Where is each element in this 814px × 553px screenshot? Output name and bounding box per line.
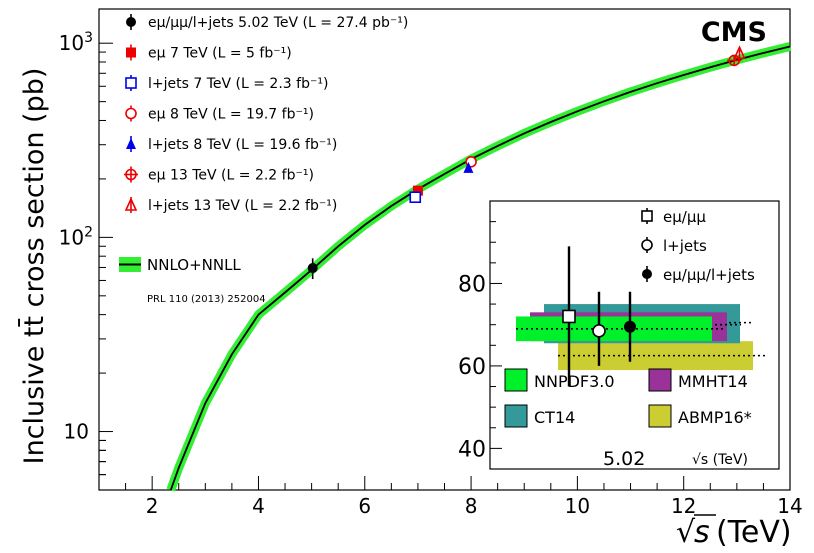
inset-x-label: √s (TeV) [692, 452, 748, 468]
x-tick-label: 14 [777, 494, 802, 518]
y-axis: 10 102 103 [59, 30, 113, 491]
theory-reference: PRL 110 (2013) 252004 [147, 294, 266, 305]
legend-marker [125, 107, 137, 120]
legend-label: l+jets 7 TeV (L = 2.3 fb⁻¹) [148, 76, 328, 92]
theory-legend-label: NNLO+NNLL [147, 256, 241, 274]
y-tick-label: 103 [59, 30, 93, 55]
inset-marker-1 [592, 324, 606, 338]
inset-y-tick-label: 80 [458, 272, 486, 297]
legend-label: eμ/μμ/l+jets 5.02 TeV (L = 27.4 pb⁻¹) [148, 15, 408, 31]
inset-pdf-swatch [504, 404, 528, 428]
x-tick-label: 2 [146, 494, 159, 518]
y-tick-label: 10 [64, 420, 89, 444]
x-axis-title: √ s (TeV) [676, 514, 792, 550]
data-point-6 [733, 45, 746, 60]
legend-label: eμ 8 TeV (L = 19.7 fb⁻¹) [148, 107, 314, 123]
theory-legend: NNLO+NNLL PRL 110 (2013) 252004 [119, 256, 266, 305]
x-axis-title-unit: (TeV) [716, 515, 792, 550]
inset-band-abmp16 [558, 341, 753, 371]
x-tick-label: 6 [358, 494, 371, 518]
legend: eμ/μμ/l+jets 5.02 TeV (L = 27.4 pb⁻¹) eμ … [124, 14, 408, 214]
inset-pdf-label: ABMP16* [678, 408, 752, 427]
x-tick-label: 10 [565, 494, 590, 518]
inset-band-nnpdf30 [516, 316, 712, 342]
cms-label: CMS [701, 17, 767, 48]
inset-legend-label: l+jets [663, 237, 707, 255]
data-point-2 [409, 191, 422, 204]
legend-label: eμ 7 TeV (L = 5 fb⁻¹) [148, 46, 292, 62]
inset-pdf-swatch [648, 368, 672, 392]
inset-legend: eμ/μμ l+jets eμ/μμ/l+jets [641, 208, 755, 284]
x-tick-label: 4 [252, 494, 265, 518]
data-point-1 [412, 185, 423, 196]
legend-marker [126, 47, 136, 58]
data-point-0 [307, 263, 318, 274]
inset-center-label: 5.02 [603, 448, 645, 470]
inset-marker-2 [624, 320, 636, 333]
inset-legend-marker [641, 210, 653, 222]
legend-label: eμ 13 TeV (L = 2.2 fb⁻¹) [148, 168, 314, 184]
data-points [307, 45, 746, 280]
legend-label: l+jets 13 TeV (L = 2.2 fb⁻¹) [148, 198, 337, 214]
inset-pdf-swatch [504, 368, 528, 392]
legend-marker [125, 77, 137, 89]
legend-marker [124, 197, 138, 211]
inset-y-tick-label: 40 [458, 437, 486, 462]
inset-pdf-label: CT14 [534, 408, 575, 427]
inset-y-tick-label: 60 [458, 355, 486, 380]
inset-pdf-label: MMHT14 [678, 372, 748, 391]
inset-legend-label: eμ/μμ/l+jets [663, 266, 755, 284]
inset-measurements [562, 246, 636, 387]
y-tick-label: 102 [59, 224, 93, 249]
legend-marker [126, 17, 136, 27]
inset-marker-0 [562, 309, 576, 324]
inset-legend-marker [641, 239, 653, 251]
x-axis-title-sqrt: √ [676, 515, 696, 550]
inset-panel: 40 60 80 eμ/μμ l+jets eμ/μμ/l+jets NNPDF3.0 M… [458, 200, 780, 470]
inset-y-axis: 40 60 80 [458, 200, 502, 462]
legend-marker [126, 138, 136, 149]
inset-pdf-label: NNPDF3.0 [534, 372, 615, 391]
inset-legend-label: eμ/μμ [663, 208, 706, 226]
inset-pdf-bands [516, 304, 767, 371]
inset-legend-marker [642, 269, 652, 279]
x-axis: 2 4 6 8 10 12 14 [98, 476, 803, 518]
inset-pdf-legend: NNPDF3.0 MMHT14 CT14 ABMP16* [504, 368, 752, 428]
data-point-4 [463, 161, 474, 173]
x-tick-label: 12 [671, 494, 696, 518]
legend-label: l+jets 8 TeV (L = 19.6 fb⁻¹) [148, 137, 337, 153]
x-tick-label: 8 [465, 494, 478, 518]
y-axis-title: Inclusive tt̄ cross section (pb) [18, 68, 50, 465]
x-axis-title-var: s [694, 515, 710, 550]
inset-pdf-swatch [648, 404, 672, 428]
